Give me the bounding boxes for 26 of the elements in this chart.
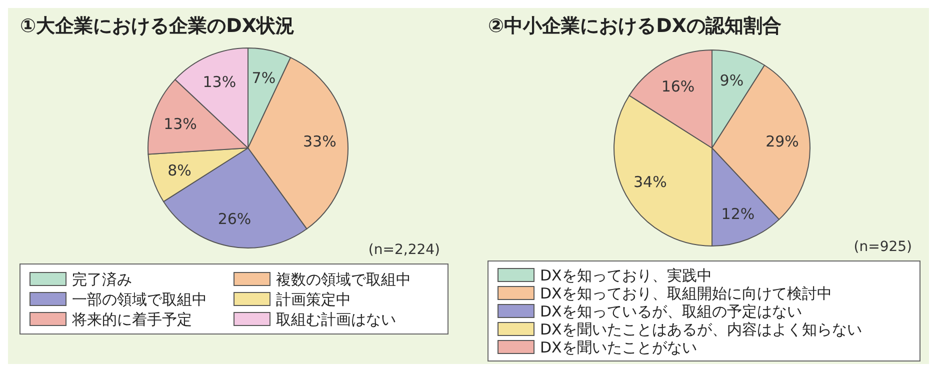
text: (n=2,224) xyxy=(368,242,440,258)
legend-label: DXを知っており、実践中 xyxy=(540,266,712,284)
chart-title: ①大企業における企業のDX状況 xyxy=(20,15,295,37)
data-label: 7% xyxy=(252,68,276,87)
legend-label: DXを知っているが、取組の予定はない xyxy=(540,302,802,320)
data-label: 12% xyxy=(721,204,755,223)
legend-label: 取組む計画はない xyxy=(276,310,396,328)
data-label: 13% xyxy=(202,73,236,92)
legend-label: DXを聞いたことはあるが、内容はよく知らない xyxy=(540,320,862,338)
chart-title: ②中小企業におけるDXの認知割合 xyxy=(488,15,782,37)
data-label: 34% xyxy=(633,173,667,192)
data-label: 9% xyxy=(720,71,744,90)
legend-label: DXを知っており、取組開始に向けて検討中 xyxy=(540,284,832,302)
data-label: 13% xyxy=(164,114,197,133)
legend-label: 一部の領域で取組中 xyxy=(72,290,207,308)
data-label: 8% xyxy=(168,162,192,180)
data-label: 16% xyxy=(661,77,695,96)
legend-label: 計画策定中 xyxy=(276,290,351,308)
legend-label: 将来的に着手予定 xyxy=(71,310,192,328)
data-label: 33% xyxy=(303,132,336,150)
data-label: 29% xyxy=(766,132,799,151)
legend-label: DXを聞いたことがない xyxy=(540,338,697,356)
data-label: 26% xyxy=(218,210,252,228)
legend-label: 完了済み xyxy=(72,270,132,288)
legend-label: 複数の領域で取組中 xyxy=(276,270,411,288)
text: (n=925) xyxy=(854,239,912,255)
